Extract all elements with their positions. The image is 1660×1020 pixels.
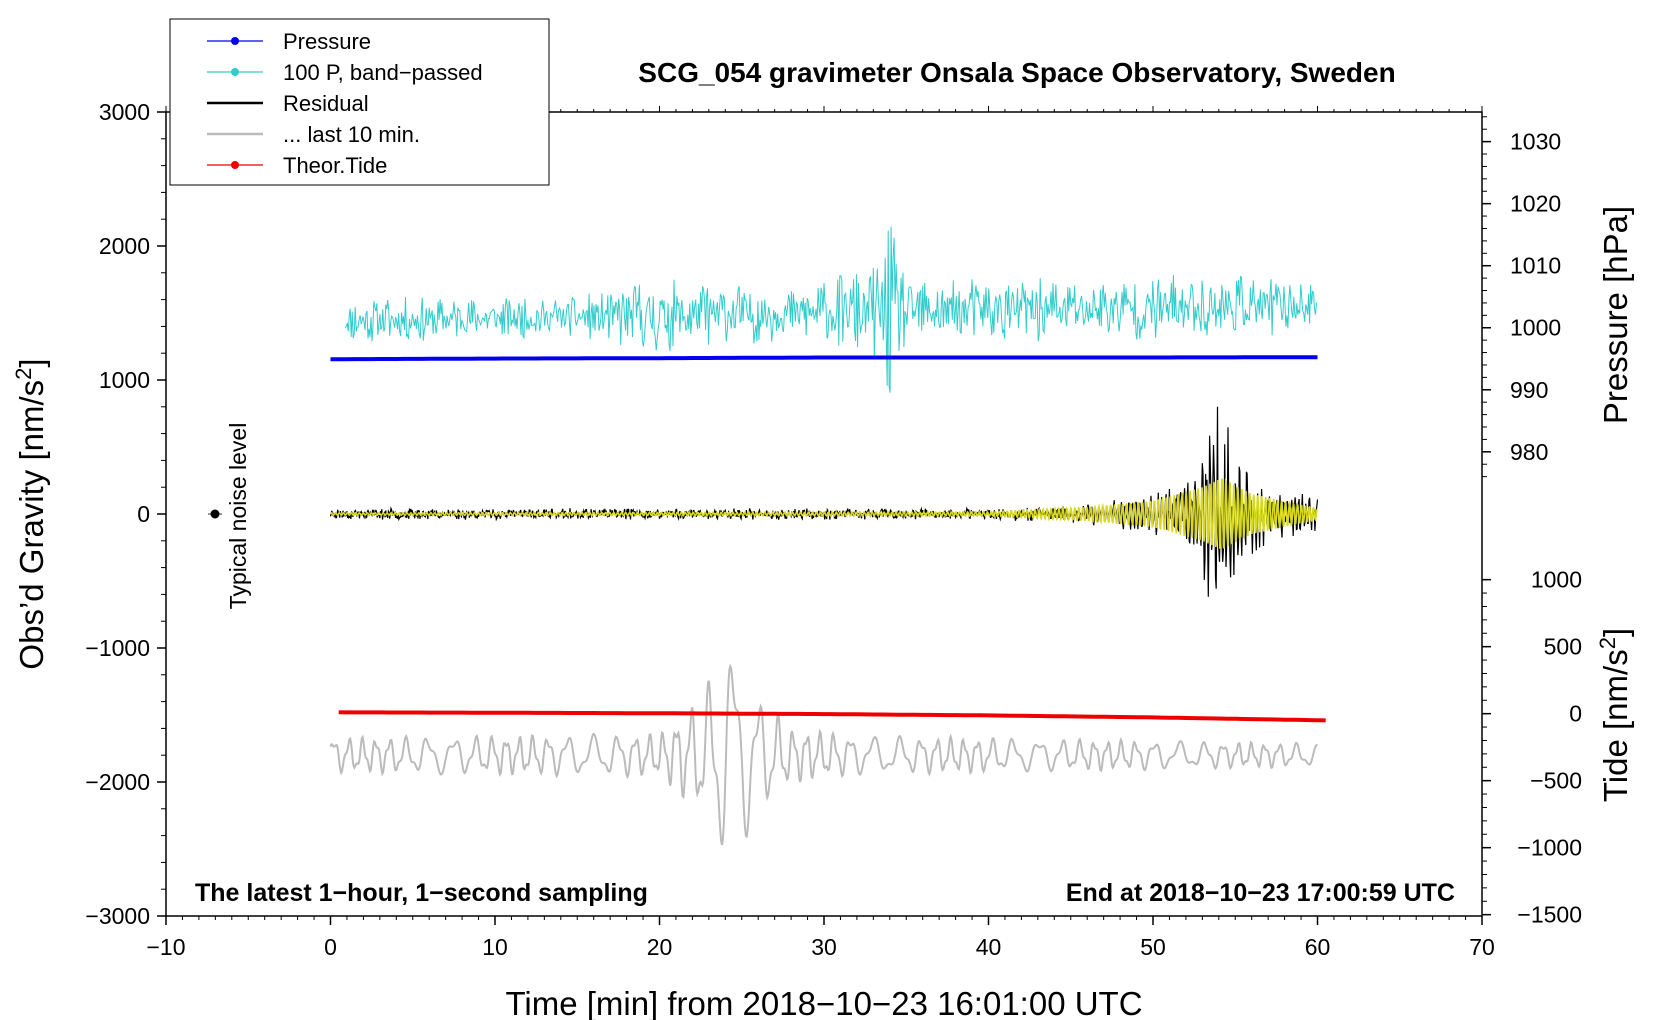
legend-marker — [231, 37, 239, 45]
x-tick-label: 60 — [1305, 934, 1331, 960]
y-left-label-exp: 2 — [11, 368, 36, 380]
y-tick-label: −1000 — [85, 635, 150, 661]
y-axis-right-bottom-label: Tide [nm/s2] — [1595, 628, 1635, 802]
y-right-bottom-label-close: ] — [1597, 628, 1634, 637]
y-right-bottom-label-main: Tide [nm/s — [1597, 649, 1634, 802]
y-axis-left-label: Obs’d Gravity [nm/s2] — [11, 358, 51, 669]
series-layer — [329, 226, 1326, 846]
annotation-bottom-right: End at 2018−10−23 17:00:59 UTC — [1066, 879, 1455, 907]
noise-level-marker — [208, 509, 222, 519]
legend-label: Pressure — [283, 29, 371, 54]
y-tick-label: 2000 — [99, 233, 150, 259]
x-tick-label: 20 — [647, 934, 673, 960]
pressure-tick-label: 1000 — [1510, 315, 1561, 341]
y-right-bottom-label-exp: 2 — [1595, 637, 1620, 649]
x-tick-label: −10 — [146, 934, 185, 960]
annotation-bottom-left: The latest 1−hour, 1−second sampling — [195, 879, 648, 907]
series-band-passed-pressure — [344, 226, 1317, 393]
legend: Pressure 100 P, band−passed Residual ... la… — [169, 18, 550, 186]
chart-title: SCG_054 gravimeter Onsala Space Observat… — [638, 57, 1395, 88]
axis-layer: −10 0 10 20 30 40 50 60 70−3000−2000−10000100020… — [85, 99, 1582, 960]
y-axis-right-top-label: Pressure [hPa] — [1597, 206, 1634, 424]
y-left-label-close: ] — [13, 358, 50, 367]
legend-label: 100 P, band−passed — [283, 60, 483, 85]
series-residual-filtered — [329, 478, 1318, 549]
pressure-tick-label: 1030 — [1510, 129, 1561, 155]
x-tick-label: 50 — [1140, 934, 1166, 960]
series-theoretical-tide — [338, 710, 1326, 723]
legend-marker — [231, 161, 239, 169]
legend-label: Residual — [283, 91, 369, 116]
legend-label: Theor.Tide — [283, 153, 387, 178]
y-tick-label: −3000 — [85, 903, 150, 929]
y-tick-label: 1000 — [99, 367, 150, 393]
y-tick-label: 0 — [137, 501, 150, 527]
pressure-tick-label: 1010 — [1510, 253, 1561, 279]
tide-tick-label: 500 — [1544, 634, 1582, 660]
series-pressure — [330, 355, 1318, 362]
y-left-label-main: Obs’d Gravity [nm/s — [13, 380, 50, 670]
legend-items: Pressure 100 P, band−passed Residual ... la… — [207, 29, 483, 178]
y-tick-label: 3000 — [99, 99, 150, 125]
legend-label: ... last 10 min. — [283, 122, 420, 147]
pressure-tick-label: 1020 — [1510, 191, 1561, 217]
x-tick-label: 0 — [324, 934, 337, 960]
x-tick-label: 30 — [811, 934, 837, 960]
x-tick-label: 40 — [976, 934, 1002, 960]
tide-tick-label: 0 — [1569, 701, 1582, 727]
noise-level-label: Typical noise level — [225, 423, 251, 610]
tide-tick-label: −500 — [1530, 768, 1582, 794]
tide-tick-label: −1500 — [1517, 902, 1582, 928]
y-tick-label: −2000 — [85, 769, 150, 795]
x-tick-label: 70 — [1469, 934, 1495, 960]
tide-tick-label: 1000 — [1531, 567, 1582, 593]
x-axis-label: Time [min] from 2018−10−23 16:01:00 UTC — [505, 985, 1142, 1020]
x-tick-label: 10 — [482, 934, 508, 960]
legend-marker — [231, 68, 239, 76]
pressure-tick-label: 980 — [1510, 439, 1548, 465]
pressure-tick-label: 990 — [1510, 377, 1548, 403]
tide-tick-label: −1000 — [1517, 835, 1582, 861]
series-last-10-min — [329, 663, 1318, 846]
